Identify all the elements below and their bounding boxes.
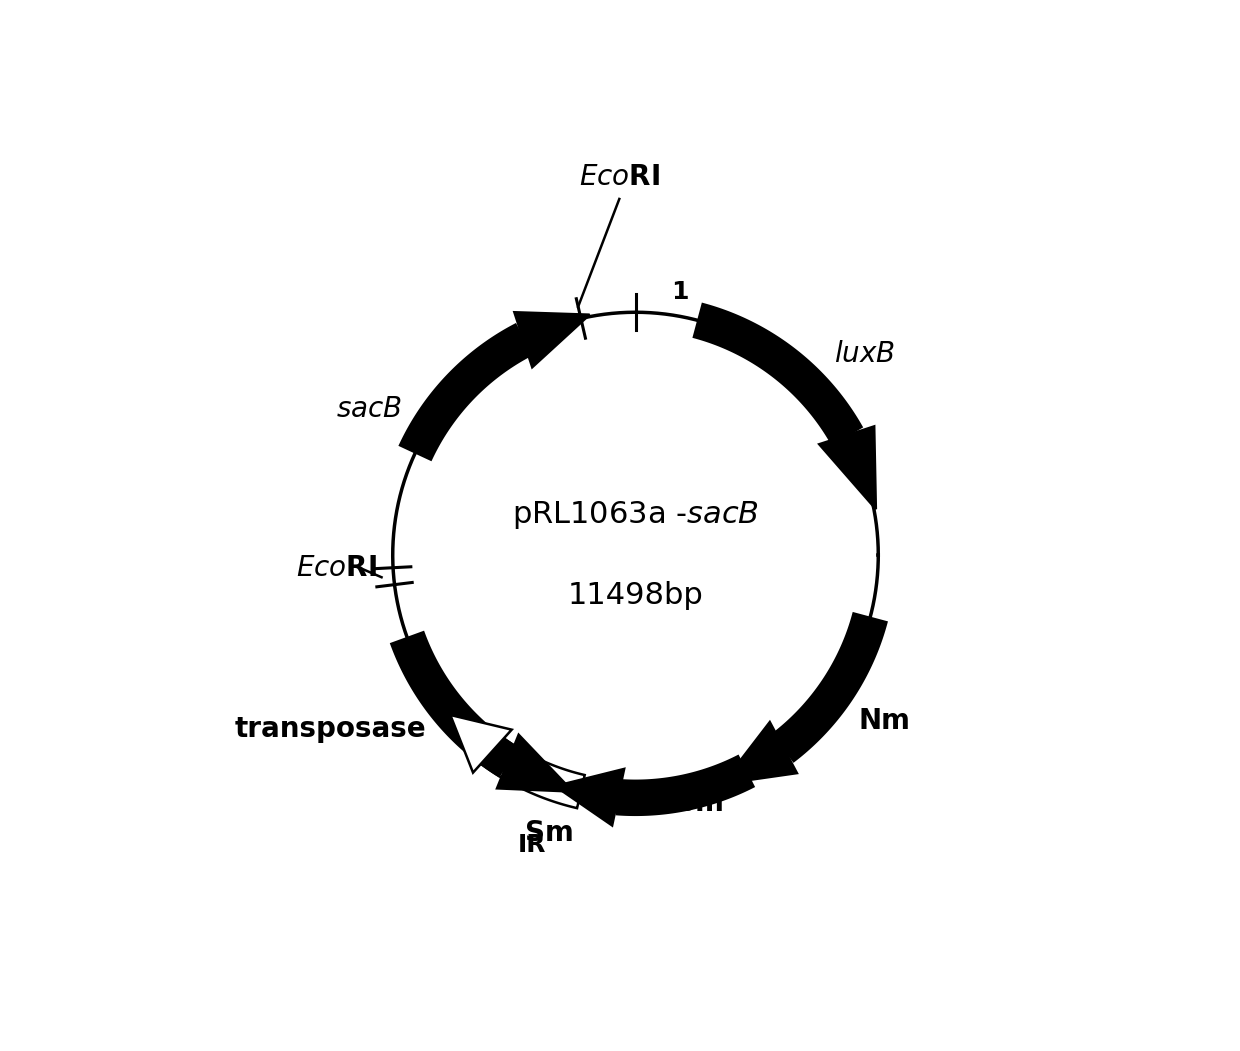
Text: $\mathit{Eco}$RI: $\mathit{Eco}$RI — [295, 554, 377, 582]
Text: 1: 1 — [671, 281, 688, 304]
Polygon shape — [723, 722, 797, 784]
Polygon shape — [773, 614, 887, 761]
Text: $\mathit{sac}$$\mathit{B}$: $\mathit{sac}$$\mathit{B}$ — [336, 395, 402, 424]
Text: $\mathit{Eco}$RI: $\mathit{Eco}$RI — [579, 163, 660, 191]
Polygon shape — [694, 304, 862, 444]
Polygon shape — [482, 738, 585, 808]
Polygon shape — [392, 633, 517, 776]
Text: pRL1063a -$\mathit{sac}$$\mathit{B}$: pRL1063a -$\mathit{sac}$$\mathit{B}$ — [512, 498, 759, 531]
Polygon shape — [820, 427, 875, 509]
Polygon shape — [618, 757, 754, 815]
Text: $\mathit{lux}$$\mathit{B}$: $\mathit{lux}$$\mathit{B}$ — [835, 339, 895, 368]
Polygon shape — [497, 735, 573, 791]
Polygon shape — [515, 312, 589, 367]
Polygon shape — [401, 325, 531, 459]
Text: 11498bp: 11498bp — [568, 581, 703, 610]
Polygon shape — [450, 715, 512, 772]
Text: Bm: Bm — [675, 789, 725, 818]
Text: IR: IR — [518, 832, 547, 857]
Text: Nm: Nm — [858, 707, 910, 736]
Polygon shape — [556, 769, 624, 825]
Text: transposase: transposase — [234, 716, 425, 743]
Text: Sm: Sm — [525, 819, 574, 847]
